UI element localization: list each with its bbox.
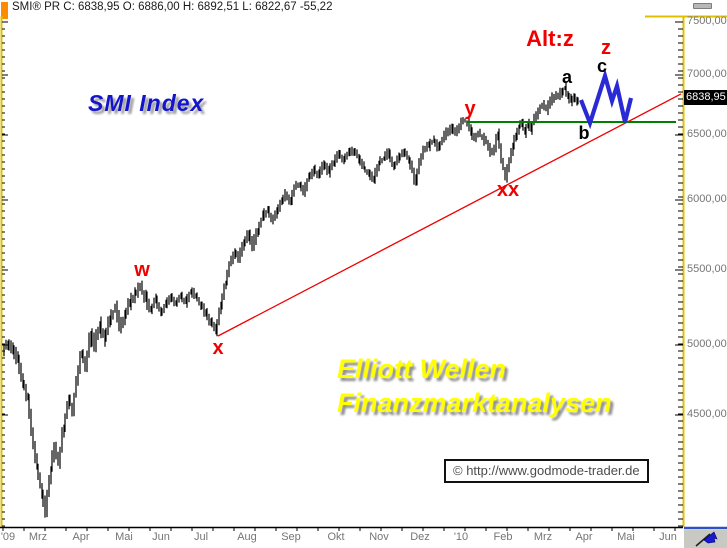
x-axis-label: Aug (237, 531, 257, 543)
wave-label-altz: Alt:z (526, 26, 574, 51)
brand-watermark-text: Elliott Wellen Finanzmarktanalysen (337, 352, 612, 420)
x-axis-label: Okt (327, 531, 345, 543)
titlebar-ohlc-readout: SMI® PR C: 6838,95 O: 6886,00 H: 6892,51… (12, 1, 333, 13)
window-splitter-handle[interactable] (693, 3, 712, 9)
wave-label-x: x (212, 337, 224, 359)
y-axis-label: 6500,00 (687, 128, 727, 140)
x-axis-label: Mrz (533, 531, 553, 543)
source-url-watermark: © http://www.godmode-trader.de (444, 459, 649, 483)
godmode-flag-logo[interactable] (684, 530, 727, 548)
last-price-tag: 6838,95 (684, 90, 727, 105)
y-axis-label: 4500,00 (687, 408, 727, 420)
x-axis-label: Nov (369, 531, 389, 543)
x-axis-label: Sep (281, 531, 301, 543)
wave-label-y: y (464, 98, 476, 120)
x-axis-label: Apr (575, 531, 593, 543)
x-axis-label: '09 (0, 531, 16, 543)
y-axis-label: 6000,00 (687, 193, 727, 205)
x-axis-label: Jun (152, 531, 170, 543)
brand-line-1: Elliott Wellen (337, 354, 507, 384)
x-axis-label: Jul (193, 531, 209, 543)
x-axis-label: Apr (72, 531, 90, 543)
series-marker-icon (1, 2, 8, 19)
x-axis-label: '10 (453, 531, 469, 543)
wave-label-z: z (601, 37, 611, 59)
x-axis-label: Mai (617, 531, 635, 543)
y-axis-label: 7000,00 (687, 68, 727, 80)
wave-label-xx: xx (496, 179, 520, 201)
x-axis-label: Mai (115, 531, 133, 543)
x-axis-label: Jun (659, 531, 677, 543)
wave-label-b: b (578, 123, 590, 143)
index-title: SMI Index (88, 90, 205, 116)
wave-label-w: w (134, 259, 150, 281)
x-axis-label: Dez (410, 531, 430, 543)
x-axis-label: Mrz (28, 531, 48, 543)
flag-icon (695, 531, 718, 547)
y-axis-label: 5500,00 (687, 263, 727, 275)
brand-line-2: Finanzmarktanalysen (337, 388, 612, 418)
y-axis-label: 5000,00 (687, 338, 727, 350)
y-axis-label: 7500,00 (687, 15, 727, 27)
wave-label-c: c (596, 56, 608, 76)
wave-label-a: a (561, 67, 573, 87)
x-axis-label: Feb (493, 531, 513, 543)
